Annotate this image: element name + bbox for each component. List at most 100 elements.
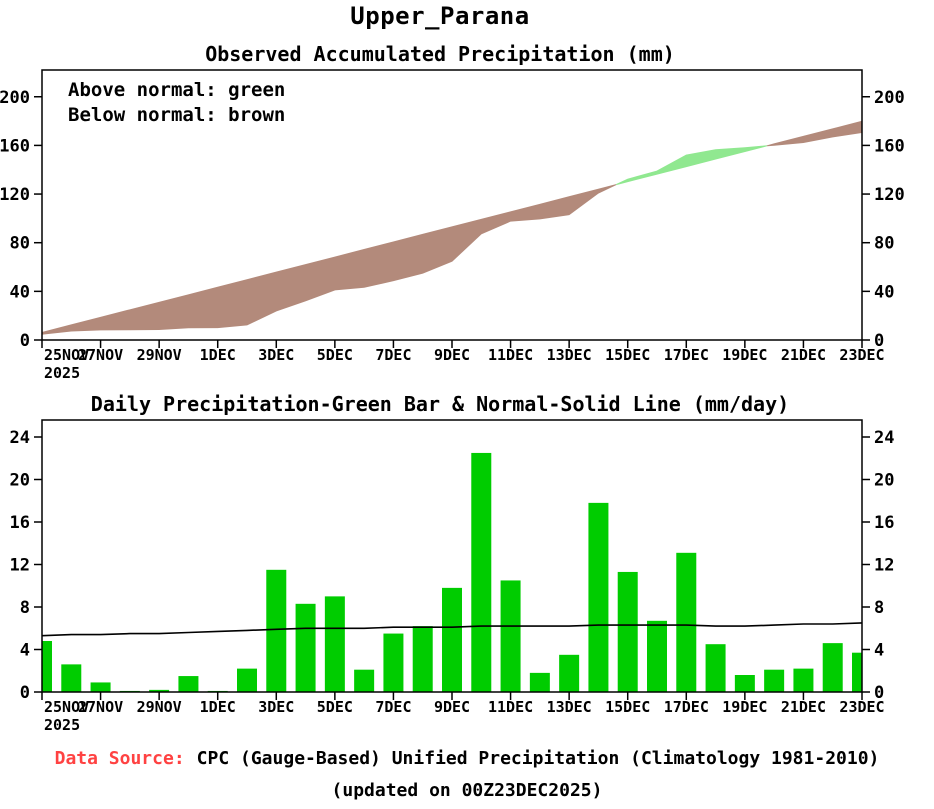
axis-tick-label: 3DEC	[258, 346, 294, 364]
axis-tick-label: 160	[0, 136, 30, 156]
axis-tick-label: 8	[874, 598, 884, 618]
daily-precip-bar	[529, 672, 550, 692]
axis-tick-label: 200	[0, 88, 30, 108]
daily-bars-group	[42, 452, 862, 692]
axis-tick-label: 1DEC	[200, 346, 236, 364]
data-source-line: Data Source: CPC (Gauge-Based) Unified Pr…	[0, 748, 934, 769]
daily-precip-bar	[793, 668, 814, 692]
axis-tick-label: 29NOV	[137, 698, 182, 716]
axis-tick-label: 12	[874, 556, 894, 576]
axis-tick-label: 40	[10, 282, 30, 302]
above-normal-area	[615, 145, 768, 186]
axis-tick-label: 15DEC	[605, 346, 650, 364]
daily-precip-bar	[266, 569, 287, 692]
axis-tick-label: 2025	[44, 716, 80, 734]
axis-tick-label: 0	[20, 683, 30, 703]
axis-tick-label: 11DEC	[488, 346, 533, 364]
axis-tick-label: 21DEC	[781, 698, 826, 716]
daily-precip-bar	[588, 502, 609, 692]
axis-tick-label: 20	[874, 471, 894, 491]
axis-tick-label: 25NOV	[44, 698, 89, 716]
axis-tick-label: 23DEC	[839, 346, 884, 364]
axis-tick-label: 7DEC	[375, 698, 411, 716]
daily-precip-bar	[42, 641, 52, 692]
axis-tick-label: 7DEC	[375, 346, 411, 364]
accum-chart-legend: Above normal: green Below normal: brown	[68, 78, 285, 128]
axis-tick-label: 5DEC	[317, 698, 353, 716]
daily-precip-bar	[383, 633, 404, 692]
daily-precip-bar	[295, 603, 316, 692]
axis-tick-label: 16	[874, 513, 894, 533]
axis-tick-label: 120	[0, 185, 30, 205]
accum-chart-title: Observed Accumulated Precipitation (mm)	[205, 42, 675, 66]
axis-tick-label: 9DEC	[434, 698, 470, 716]
axis-tick-label: 3DEC	[258, 698, 294, 716]
axis-tick-label: 4	[20, 641, 30, 661]
axis-tick-label: 23DEC	[839, 698, 884, 716]
axis-tick-label: 80	[10, 234, 30, 254]
daily-precip-bar	[500, 580, 521, 692]
axis-tick-label: 200	[874, 88, 905, 108]
plot-border	[41, 69, 863, 341]
axis-tick-label: 40	[874, 282, 894, 302]
axis-tick-label: 20	[10, 471, 30, 491]
axis-tick-label: 5DEC	[317, 346, 353, 364]
daily-precip-bar	[324, 596, 345, 692]
axis-tick-label: 24	[874, 428, 894, 448]
axis-tick-label: 0	[874, 331, 884, 351]
axis-tick-label: 0	[874, 683, 884, 703]
data-source-text: CPC (Gauge-Based) Unified Precipitation …	[196, 748, 880, 769]
daily-precip-bar	[237, 668, 257, 692]
daily-precip-bar	[178, 676, 199, 692]
axis-tick-label: 25NOV	[44, 346, 89, 364]
axis-tick-label: 13DEC	[547, 346, 592, 364]
daily-precip-bar	[442, 587, 462, 692]
axis-tick-label: 27NOV	[78, 346, 123, 364]
axis-tick-label: 80	[874, 234, 894, 254]
axis-tick-label: 17DEC	[664, 698, 709, 716]
daily-precip-bar	[647, 620, 667, 692]
below-normal-area	[766, 120, 863, 147]
data-source-label: Data Source:	[54, 748, 185, 769]
axis-tick-label: 120	[874, 185, 905, 205]
daily-precip-bar	[617, 571, 638, 692]
axis-tick-label: 19DEC	[722, 346, 767, 364]
updated-line: (updated on 00Z23DEC2025)	[331, 780, 603, 801]
daily-precip-bar	[852, 652, 862, 692]
axis-tick-label: 19DEC	[722, 698, 767, 716]
axis-tick-label: 21DEC	[781, 346, 826, 364]
axis-tick-label: 13DEC	[547, 698, 592, 716]
axis-tick-label: 24	[10, 428, 30, 448]
legend-above-normal: Above normal: green	[68, 79, 286, 101]
daily-precip-bar	[149, 689, 170, 692]
daily-precip-bar	[764, 669, 785, 692]
daily-precip-bar	[61, 664, 82, 692]
daily-precip-bar	[676, 552, 697, 692]
normal-precip-line	[41, 622, 863, 637]
daily-precip-bar	[471, 452, 492, 692]
axis-tick-label: 17DEC	[664, 346, 709, 364]
axis-tick-label: 29NOV	[137, 346, 182, 364]
axis-tick-label: 2025	[44, 364, 80, 382]
axis-tick-label: 11DEC	[488, 698, 533, 716]
axis-tick-label: 27NOV	[78, 698, 123, 716]
daily-precip-bar	[705, 644, 726, 692]
axis-tick-label: 1DEC	[200, 698, 236, 716]
daily-precip-bar	[559, 654, 580, 692]
axis-tick-label: 160	[874, 136, 905, 156]
below-normal-area	[41, 184, 617, 335]
axis-tick-label: 0	[20, 331, 30, 351]
axis-tick-label: 15DEC	[605, 698, 650, 716]
daily-precip-bar	[412, 626, 433, 692]
daily-precip-bar	[90, 682, 111, 692]
legend-below-normal: Below normal: brown	[68, 104, 286, 126]
axis-tick-label: 4	[874, 641, 884, 661]
accumulated-precipitation-chart: 0 0 40 40 80 80 120 120 160 160 200 200 25NOV202527N…	[0, 69, 905, 382]
daily-chart-title: Daily Precipitation-Green Bar & Normal-S…	[90, 392, 790, 416]
daily-precip-bar	[734, 675, 755, 692]
page-title: Upper_Parana	[350, 2, 530, 30]
daily-precip-bar	[822, 643, 843, 692]
axis-tick-label: 8	[20, 598, 30, 618]
